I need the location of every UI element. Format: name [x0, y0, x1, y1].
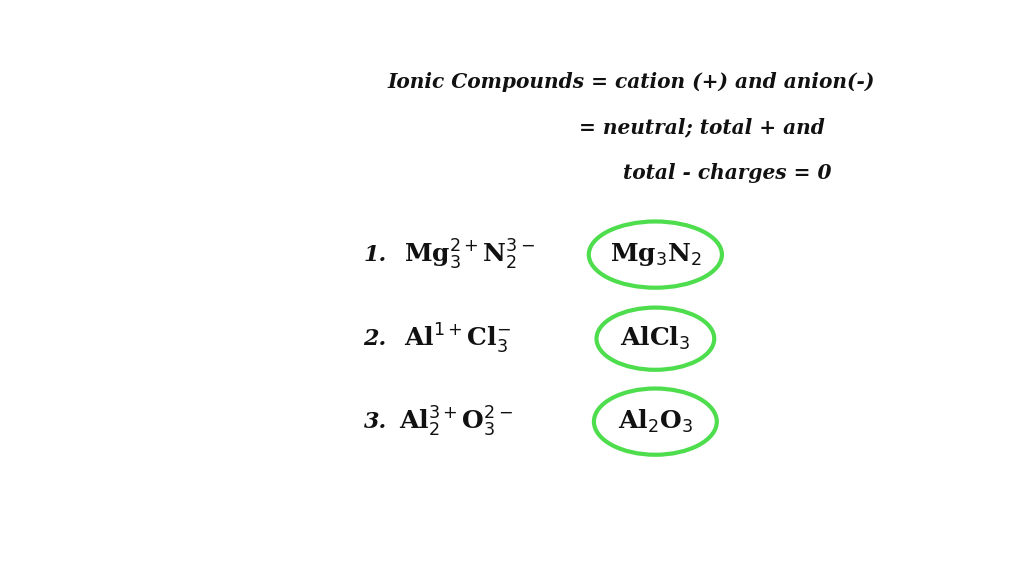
Text: total - charges = 0: total - charges = 0 — [623, 163, 831, 183]
Text: = neutral; total + and: = neutral; total + and — [579, 118, 824, 138]
Text: 3.: 3. — [364, 411, 387, 433]
Text: Ionic Compounds = cation (+) and anion(-): Ionic Compounds = cation (+) and anion(-… — [387, 72, 874, 92]
Text: 2.: 2. — [364, 328, 387, 350]
Text: AlCl$_3$: AlCl$_3$ — [621, 325, 690, 353]
Text: Mg$_3^{2+}$N$_2^{3-}$: Mg$_3^{2+}$N$_2^{3-}$ — [404, 237, 536, 272]
Text: 1.: 1. — [364, 244, 387, 266]
Text: Al$_2^{3+}$O$_3^{2-}$: Al$_2^{3+}$O$_3^{2-}$ — [399, 404, 513, 439]
Text: Al$^{1+}$Cl$_3^{-}$: Al$^{1+}$Cl$_3^{-}$ — [404, 321, 512, 356]
Text: Al$_2$O$_3$: Al$_2$O$_3$ — [617, 408, 693, 435]
Text: Mg$_3$N$_2$: Mg$_3$N$_2$ — [609, 241, 701, 268]
